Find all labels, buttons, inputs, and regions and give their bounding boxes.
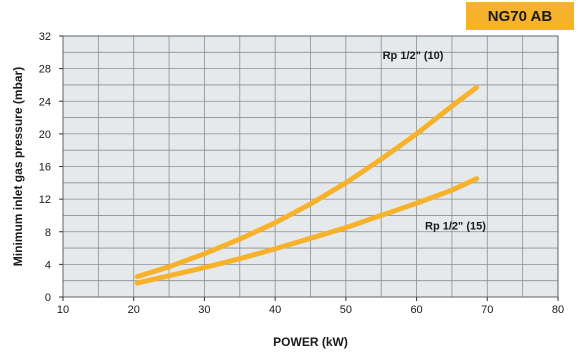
- y-tick-label: 32: [39, 31, 51, 43]
- x-tick-label: 50: [340, 304, 352, 316]
- model-badge: NG70 AB: [466, 2, 574, 30]
- x-tick-label: 10: [57, 304, 69, 316]
- y-tick-label: 8: [45, 227, 51, 239]
- series-line-0: [134, 84, 480, 280]
- y-tick-label: 12: [39, 194, 51, 206]
- y-tick-label: 20: [39, 129, 51, 141]
- series-label-rp-15: Rp 1/2" (15): [425, 220, 486, 232]
- axes: 10 20 30 40 50 60 70 80 0 4 8 12 16 20 24 28 32: [39, 31, 564, 316]
- x-tick-label: 70: [481, 304, 493, 316]
- y-tick-label: 4: [45, 259, 51, 271]
- series-lines: [134, 84, 480, 286]
- y-tick-label: 16: [39, 162, 51, 174]
- x-tick-label: 30: [198, 304, 210, 316]
- series-line-1: [134, 176, 480, 286]
- x-tick-label: 80: [552, 304, 564, 316]
- x-tick-label: 20: [128, 304, 140, 316]
- series-label-rp-10: Rp 1/2" (10): [383, 50, 444, 62]
- x-tick-label: 40: [269, 304, 281, 316]
- x-tick-label: 60: [410, 304, 422, 316]
- y-tick-label: 28: [39, 64, 51, 76]
- y-tick-label: 0: [45, 292, 51, 304]
- y-axis-title: Minimum inlet gas pressure (mbar): [11, 67, 25, 266]
- x-axis-title: POWER (kW): [273, 335, 348, 349]
- y-tick-label: 24: [39, 96, 51, 108]
